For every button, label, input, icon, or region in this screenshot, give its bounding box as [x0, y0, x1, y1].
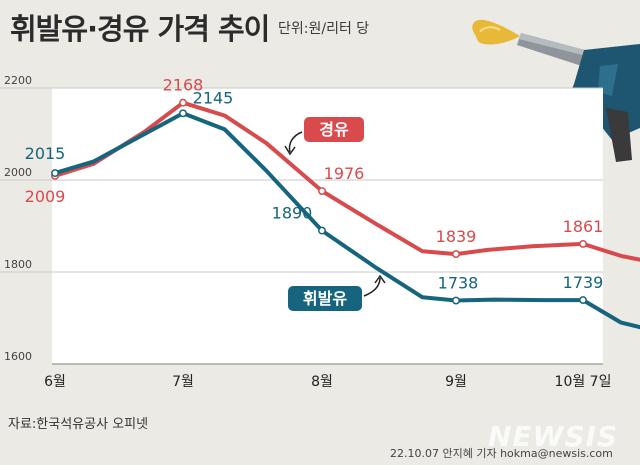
y-tick-label: 1600 [4, 350, 32, 363]
chart-title: 휘발유·경유 가격 추이 [10, 12, 270, 46]
x-tick-label: 9월 [445, 374, 467, 390]
legend-diesel-box [304, 117, 364, 142]
data-label: 2168 [163, 76, 204, 95]
data-label: 1890 [272, 204, 313, 223]
series-lines [51, 98, 640, 330]
y-tick-label: 1800 [4, 258, 32, 271]
data-point [179, 109, 187, 118]
data-label: 1861 [563, 217, 604, 236]
series-line-경유 [53, 100, 640, 262]
x-tick-label: 8월 [311, 374, 333, 390]
legend-gasoline-arrow [363, 277, 381, 297]
data-point [452, 250, 460, 259]
data-label: 1839 [436, 227, 477, 246]
data-label: 2009 [25, 187, 66, 206]
data-point [318, 226, 326, 235]
x-axis-ticks: 6월 7월 8월 9월 10월 7일 [44, 374, 611, 390]
y-axis-ticks: 1600 1800 2000 2200 [4, 74, 32, 363]
data-label: 1739 [563, 273, 604, 292]
gridlines [0, 87, 603, 273]
x-tick-label: 10월 7일 [555, 374, 612, 390]
data-point [318, 187, 326, 195]
legend-gasoline-label: 휘발유 [303, 289, 347, 308]
data-point [579, 239, 587, 248]
legend-diesel: 경유 [284, 117, 364, 156]
x-tick-label: 6월 [44, 374, 66, 390]
data-point [179, 98, 187, 107]
data-point [579, 296, 587, 305]
unit-label: 단위:원/리터 당 [278, 21, 370, 37]
y-tick-label: 2200 [4, 74, 32, 87]
data-point [51, 169, 59, 178]
legend-diesel-arrow [288, 131, 303, 153]
legend-gasoline: 휘발유 [288, 274, 386, 311]
data-label: 1976 [324, 164, 365, 183]
source-note: 자료:한국석유공사 오피넷 [8, 417, 149, 432]
y-tick-label: 2000 [4, 166, 32, 179]
legend-gasoline-box [288, 286, 362, 311]
data-label: 2015 [25, 144, 66, 163]
legend-diesel-label: 경유 [319, 120, 349, 139]
series-line-휘발유 [53, 111, 640, 330]
data-label: 1738 [438, 274, 479, 293]
credit-line: 22.10.07 안지혜 기자 hokma@newsis.com [390, 447, 613, 460]
plot-area [52, 88, 603, 364]
watermark-logo: NEWSIS [488, 420, 619, 453]
data-point [452, 296, 460, 305]
data-label: 2145 [193, 88, 234, 107]
x-tick-label: 7월 [172, 374, 194, 390]
data-labels: 2009216819761839186118152015214518901738… [25, 76, 604, 293]
